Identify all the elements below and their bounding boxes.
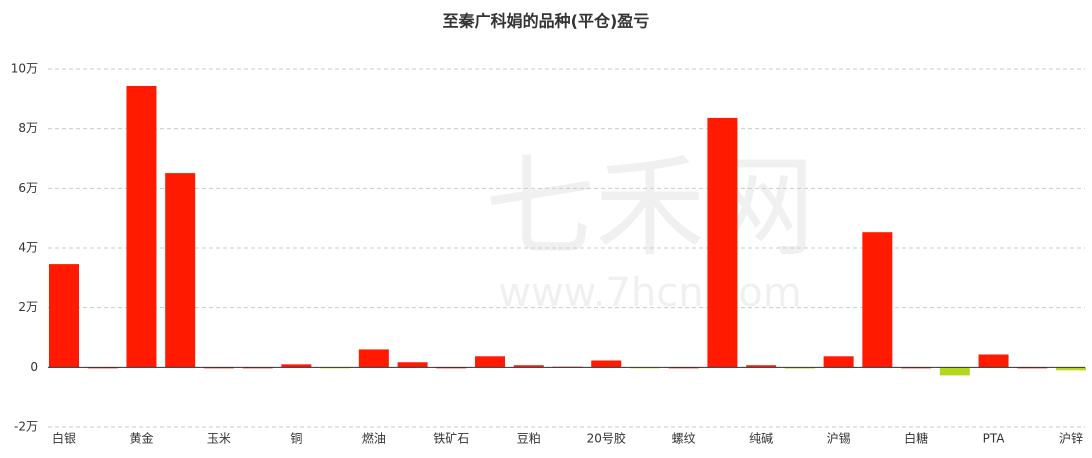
bar <box>978 354 1009 368</box>
watermark: 七禾网 <box>485 143 815 271</box>
y-tick-label: -2万 <box>14 420 38 434</box>
bar <box>823 356 854 368</box>
bar <box>397 362 428 368</box>
bar <box>939 367 970 376</box>
bar <box>1056 367 1086 371</box>
y-tick-label: 4万 <box>18 241 38 255</box>
x-tick-label: PTA <box>983 432 1006 446</box>
bar <box>862 232 893 368</box>
x-tick-label: 玉米 <box>207 432 231 446</box>
bar <box>513 365 544 368</box>
x-tick-label: 铜 <box>290 431 302 446</box>
x-tick-label: 沪锌 <box>1059 432 1083 446</box>
x-tick-label: 纯碱 <box>749 432 773 446</box>
x-tick-label: 20号胶 <box>587 431 626 446</box>
y-tick-label: 0 <box>30 360 38 374</box>
bar <box>475 356 506 368</box>
x-tick-label: 豆粕 <box>517 431 541 446</box>
chart-title: 至秦广科娟的品种(平仓)盈亏 <box>443 12 650 31</box>
bar <box>746 365 777 368</box>
x-tick-label: 沪锡 <box>827 431 851 446</box>
bar <box>49 264 79 368</box>
y-tick-label: 8万 <box>18 121 38 135</box>
x-tick-label: 黄金 <box>129 431 153 446</box>
bar <box>591 360 622 368</box>
bar <box>165 173 196 368</box>
bar <box>358 349 389 368</box>
bar <box>126 86 157 368</box>
x-tick-label: 螺纹 <box>672 432 696 446</box>
x-tick-label: 铁矿石 <box>433 432 469 446</box>
y-tick-label: 10万 <box>11 62 38 76</box>
x-tick-label: 白银 <box>52 431 76 446</box>
y-tick-label: 2万 <box>18 300 38 314</box>
bar <box>281 364 312 368</box>
x-tick-label: 燃油 <box>362 431 386 446</box>
bar <box>784 367 815 369</box>
y-tick-label: 6万 <box>18 181 38 195</box>
watermark-url: www.7hcn.com <box>498 270 801 316</box>
bar <box>707 117 738 368</box>
x-tick-label: 白糖 <box>904 431 928 446</box>
